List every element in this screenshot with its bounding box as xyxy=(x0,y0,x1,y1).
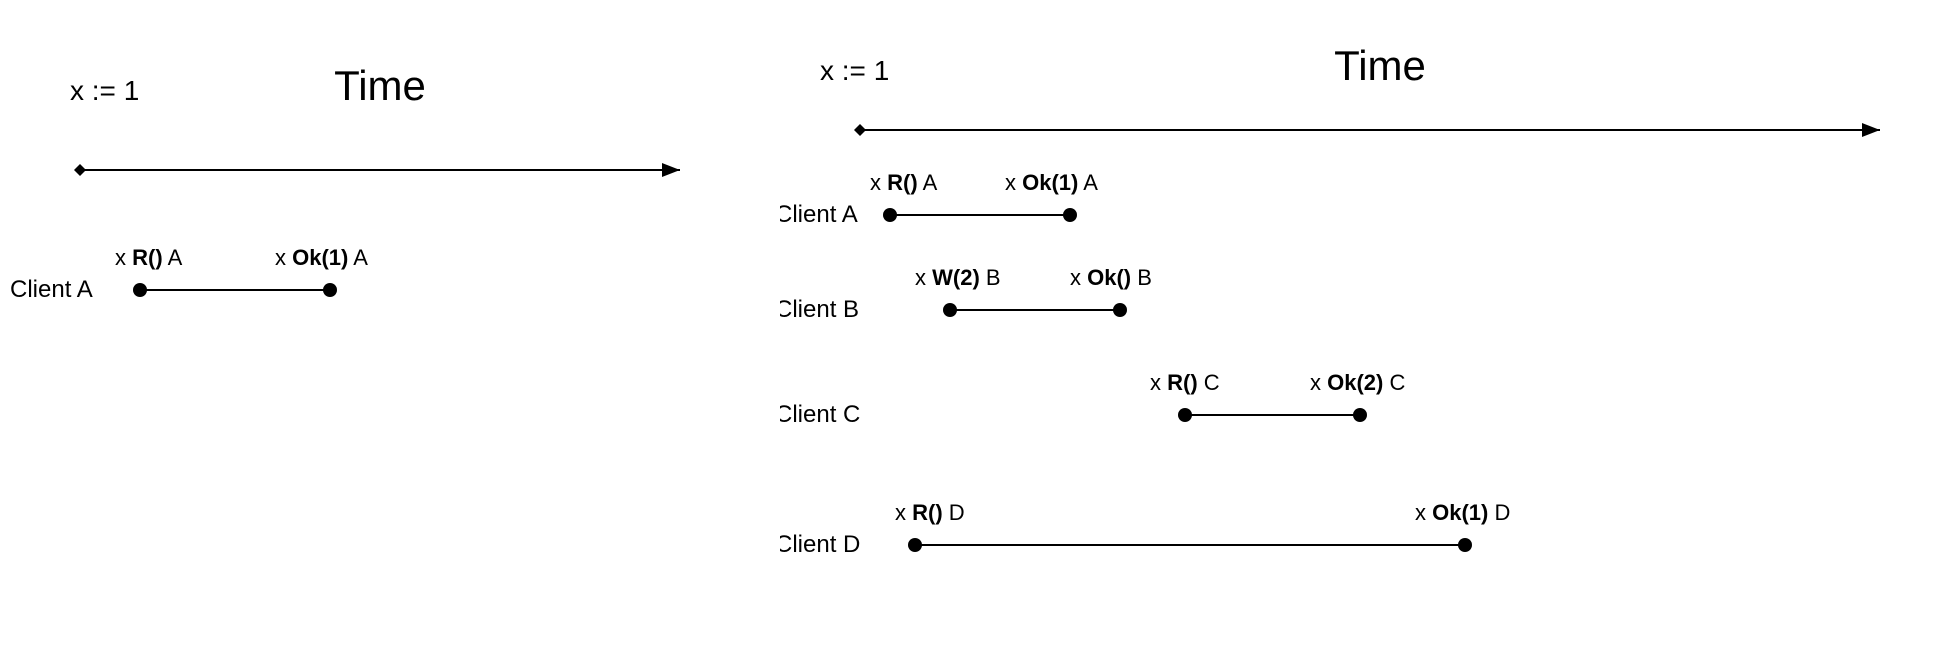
right-d-start-dot xyxy=(908,538,922,552)
right-axis-arrowhead xyxy=(1862,123,1880,137)
right-client-b-row: Client B x W(2) B x Ok() B xyxy=(780,265,1152,323)
right-init-label: x := 1 xyxy=(820,55,889,86)
right-b-end-op: x Ok() B xyxy=(1070,265,1152,290)
right-b-start-op: x W(2) B xyxy=(915,265,1001,290)
right-svg: x := 1 Time Client A x R() A x Ok(1) A xyxy=(780,0,1938,648)
left-time-title: Time xyxy=(334,62,426,109)
right-client-d-row: Client D x R() D x Ok(1) D xyxy=(780,500,1510,558)
left-client-a-row: Client A x R() A x Ok(1) A xyxy=(10,245,368,303)
right-time-axis xyxy=(854,123,1880,137)
left-panel: x := 1 Time 680 Client A x R() A xyxy=(0,0,780,648)
left-axis-arrowhead xyxy=(662,163,680,177)
left-init-label: x := 1 xyxy=(70,75,139,106)
right-time-title: Time xyxy=(1334,42,1426,89)
right-a-start-op: x R() A xyxy=(870,170,938,195)
right-b-end-dot xyxy=(1113,303,1127,317)
right-c-start-dot xyxy=(1178,408,1192,422)
left-a-start-dot xyxy=(133,283,147,297)
right-client-c-row: Client C x R() C x Ok(2) C xyxy=(780,370,1405,428)
right-d-end-dot xyxy=(1458,538,1472,552)
right-d-start-op: x R() D xyxy=(895,500,965,525)
right-a-start-dot xyxy=(883,208,897,222)
right-d-end-op: x Ok(1) D xyxy=(1415,500,1510,525)
right-client-b-label: Client B xyxy=(780,296,859,323)
right-client-d-label: Client D xyxy=(780,531,860,558)
left-client-a-label: Client A xyxy=(10,276,93,303)
right-a-end-op: x Ok(1) A xyxy=(1005,170,1098,195)
right-c-start-op: x R() C xyxy=(1150,370,1220,395)
left-time-axis: 680 xyxy=(74,163,680,177)
left-svg: x := 1 Time 680 Client A x R() A xyxy=(0,0,780,648)
right-c-end-op: x Ok(2) C xyxy=(1310,370,1405,395)
right-a-end-dot xyxy=(1063,208,1077,222)
right-panel: x := 1 Time Client A x R() A x Ok(1) A xyxy=(780,0,1938,648)
right-b-start-dot xyxy=(943,303,957,317)
right-axis-start-diamond xyxy=(854,124,866,136)
left-a-end-dot xyxy=(323,283,337,297)
right-c-end-dot xyxy=(1353,408,1367,422)
left-a-start-op: x R() A xyxy=(115,245,183,270)
right-client-c-label: Client C xyxy=(780,401,860,428)
left-a-end-op: x Ok(1) A xyxy=(275,245,368,270)
right-client-a-row: Client A x R() A x Ok(1) A xyxy=(780,170,1098,228)
left-axis-start-diamond xyxy=(74,164,86,176)
right-client-a-label: Client A xyxy=(780,201,858,228)
